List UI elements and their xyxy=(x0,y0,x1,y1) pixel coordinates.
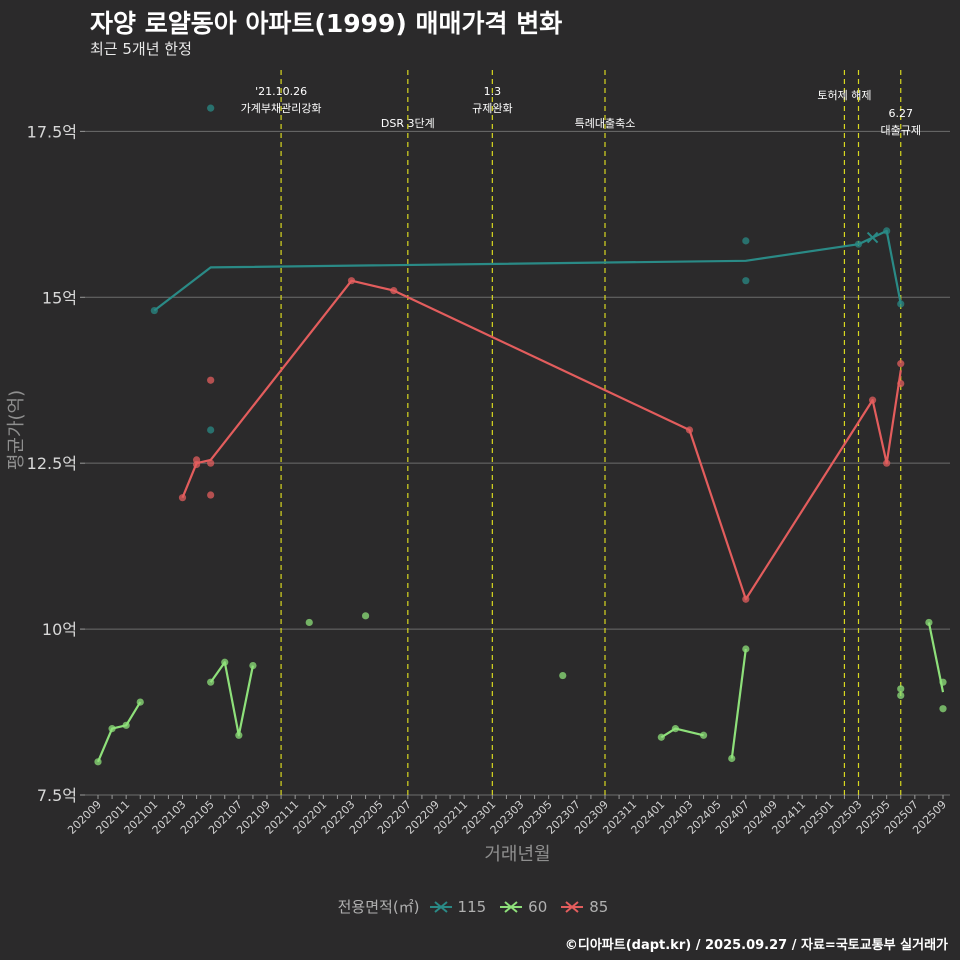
y-axis-title: 평균가(억) xyxy=(6,390,27,470)
data-point-60 xyxy=(897,685,905,693)
data-point-60 xyxy=(207,678,215,686)
data-point-115 xyxy=(150,306,158,315)
data-point-60 xyxy=(728,754,736,763)
data-point-60 xyxy=(361,612,370,620)
series-line-60 xyxy=(209,661,254,737)
data-point-60 xyxy=(122,721,130,729)
footer-credit: ©디아파트(dapt.kr) / 2025.09.27 / 자료=국토교통부 실… xyxy=(564,938,948,953)
series-line-85 xyxy=(181,279,902,601)
legend-title: 전용면적(㎡) xyxy=(337,898,420,916)
event-label: 6.27 xyxy=(889,107,914,120)
data-point-115 xyxy=(742,237,750,245)
x-axis-title: 거래년월 xyxy=(484,844,550,865)
data-point-60 xyxy=(235,731,243,739)
data-point-60 xyxy=(94,758,102,766)
series-line-115 xyxy=(153,229,902,312)
data-point-60 xyxy=(939,705,947,713)
event-label: 규제완화 xyxy=(472,102,512,115)
data-point-115 xyxy=(854,240,863,248)
chart-subtitle: 최근 5개년 한정 xyxy=(90,40,192,58)
x-marker-115 xyxy=(866,231,879,244)
data-point-85 xyxy=(897,360,905,368)
data-point-60 xyxy=(221,658,229,666)
legend-item-85: 85 xyxy=(561,898,608,916)
data-point-85 xyxy=(178,494,187,502)
event-label: 토허제 해제 xyxy=(817,88,871,102)
plot-panel xyxy=(85,65,950,795)
data-point-85 xyxy=(390,287,398,295)
event-label: 특례대출축소 xyxy=(575,117,636,130)
legend: 전용면적(㎡) 115 60 85 xyxy=(0,896,960,917)
data-point-85 xyxy=(207,459,215,467)
legend-item-115: 115 xyxy=(429,897,487,916)
chart-title: 자양 로얄동아 아파트(1999) 매매가격 변화 xyxy=(90,9,563,38)
data-point-60 xyxy=(108,725,116,733)
data-point-85 xyxy=(742,595,750,603)
y-tick-label: 17.5억 xyxy=(27,122,77,141)
legend-key-60-icon xyxy=(500,900,523,913)
data-point-115 xyxy=(883,227,891,235)
data-point-60 xyxy=(249,661,257,670)
series-line-60 xyxy=(730,648,747,759)
y-tick-label: 12.5억 xyxy=(27,454,77,473)
data-point-115 xyxy=(207,426,215,434)
event-label: 대출규제 xyxy=(881,124,921,137)
legend-key-115-icon xyxy=(429,900,452,913)
legend-label-115: 115 xyxy=(457,897,487,916)
data-point-115 xyxy=(897,300,905,308)
data-point-60 xyxy=(939,678,947,686)
data-point-60 xyxy=(657,733,665,741)
event-label: DSR 3단계 xyxy=(381,117,435,130)
data-point-85 xyxy=(897,379,905,388)
legend-label-85: 85 xyxy=(589,897,609,916)
event-label: 1.3 xyxy=(484,85,502,98)
data-point-60 xyxy=(671,725,680,733)
data-point-85 xyxy=(192,460,201,469)
data-point-85 xyxy=(685,426,694,434)
data-point-60 xyxy=(559,671,567,680)
data-point-60 xyxy=(305,618,313,627)
event-label: '21.10.26 xyxy=(255,85,307,98)
legend-label-60: 60 xyxy=(528,897,548,916)
data-point-115 xyxy=(207,104,215,112)
data-point-85 xyxy=(347,277,356,285)
y-tick-label: 15억 xyxy=(42,288,77,307)
data-point-60 xyxy=(742,645,750,653)
data-point-60 xyxy=(925,618,933,627)
data-point-60 xyxy=(699,731,708,739)
data-point-85 xyxy=(207,491,215,499)
data-point-85 xyxy=(207,376,215,384)
legend-key-85-icon xyxy=(561,900,584,913)
event-label: 가계부채관리강화 xyxy=(241,102,322,115)
data-point-85 xyxy=(868,396,877,404)
data-point-60 xyxy=(136,698,144,706)
data-point-60 xyxy=(897,691,905,700)
y-tick-label: 7.5억 xyxy=(37,786,77,805)
legend-item-60: 60 xyxy=(500,898,547,916)
series-line-60 xyxy=(96,701,142,763)
y-tick-label: 10억 xyxy=(42,620,77,639)
data-point-115 xyxy=(742,277,750,285)
data-point-85 xyxy=(883,459,891,467)
